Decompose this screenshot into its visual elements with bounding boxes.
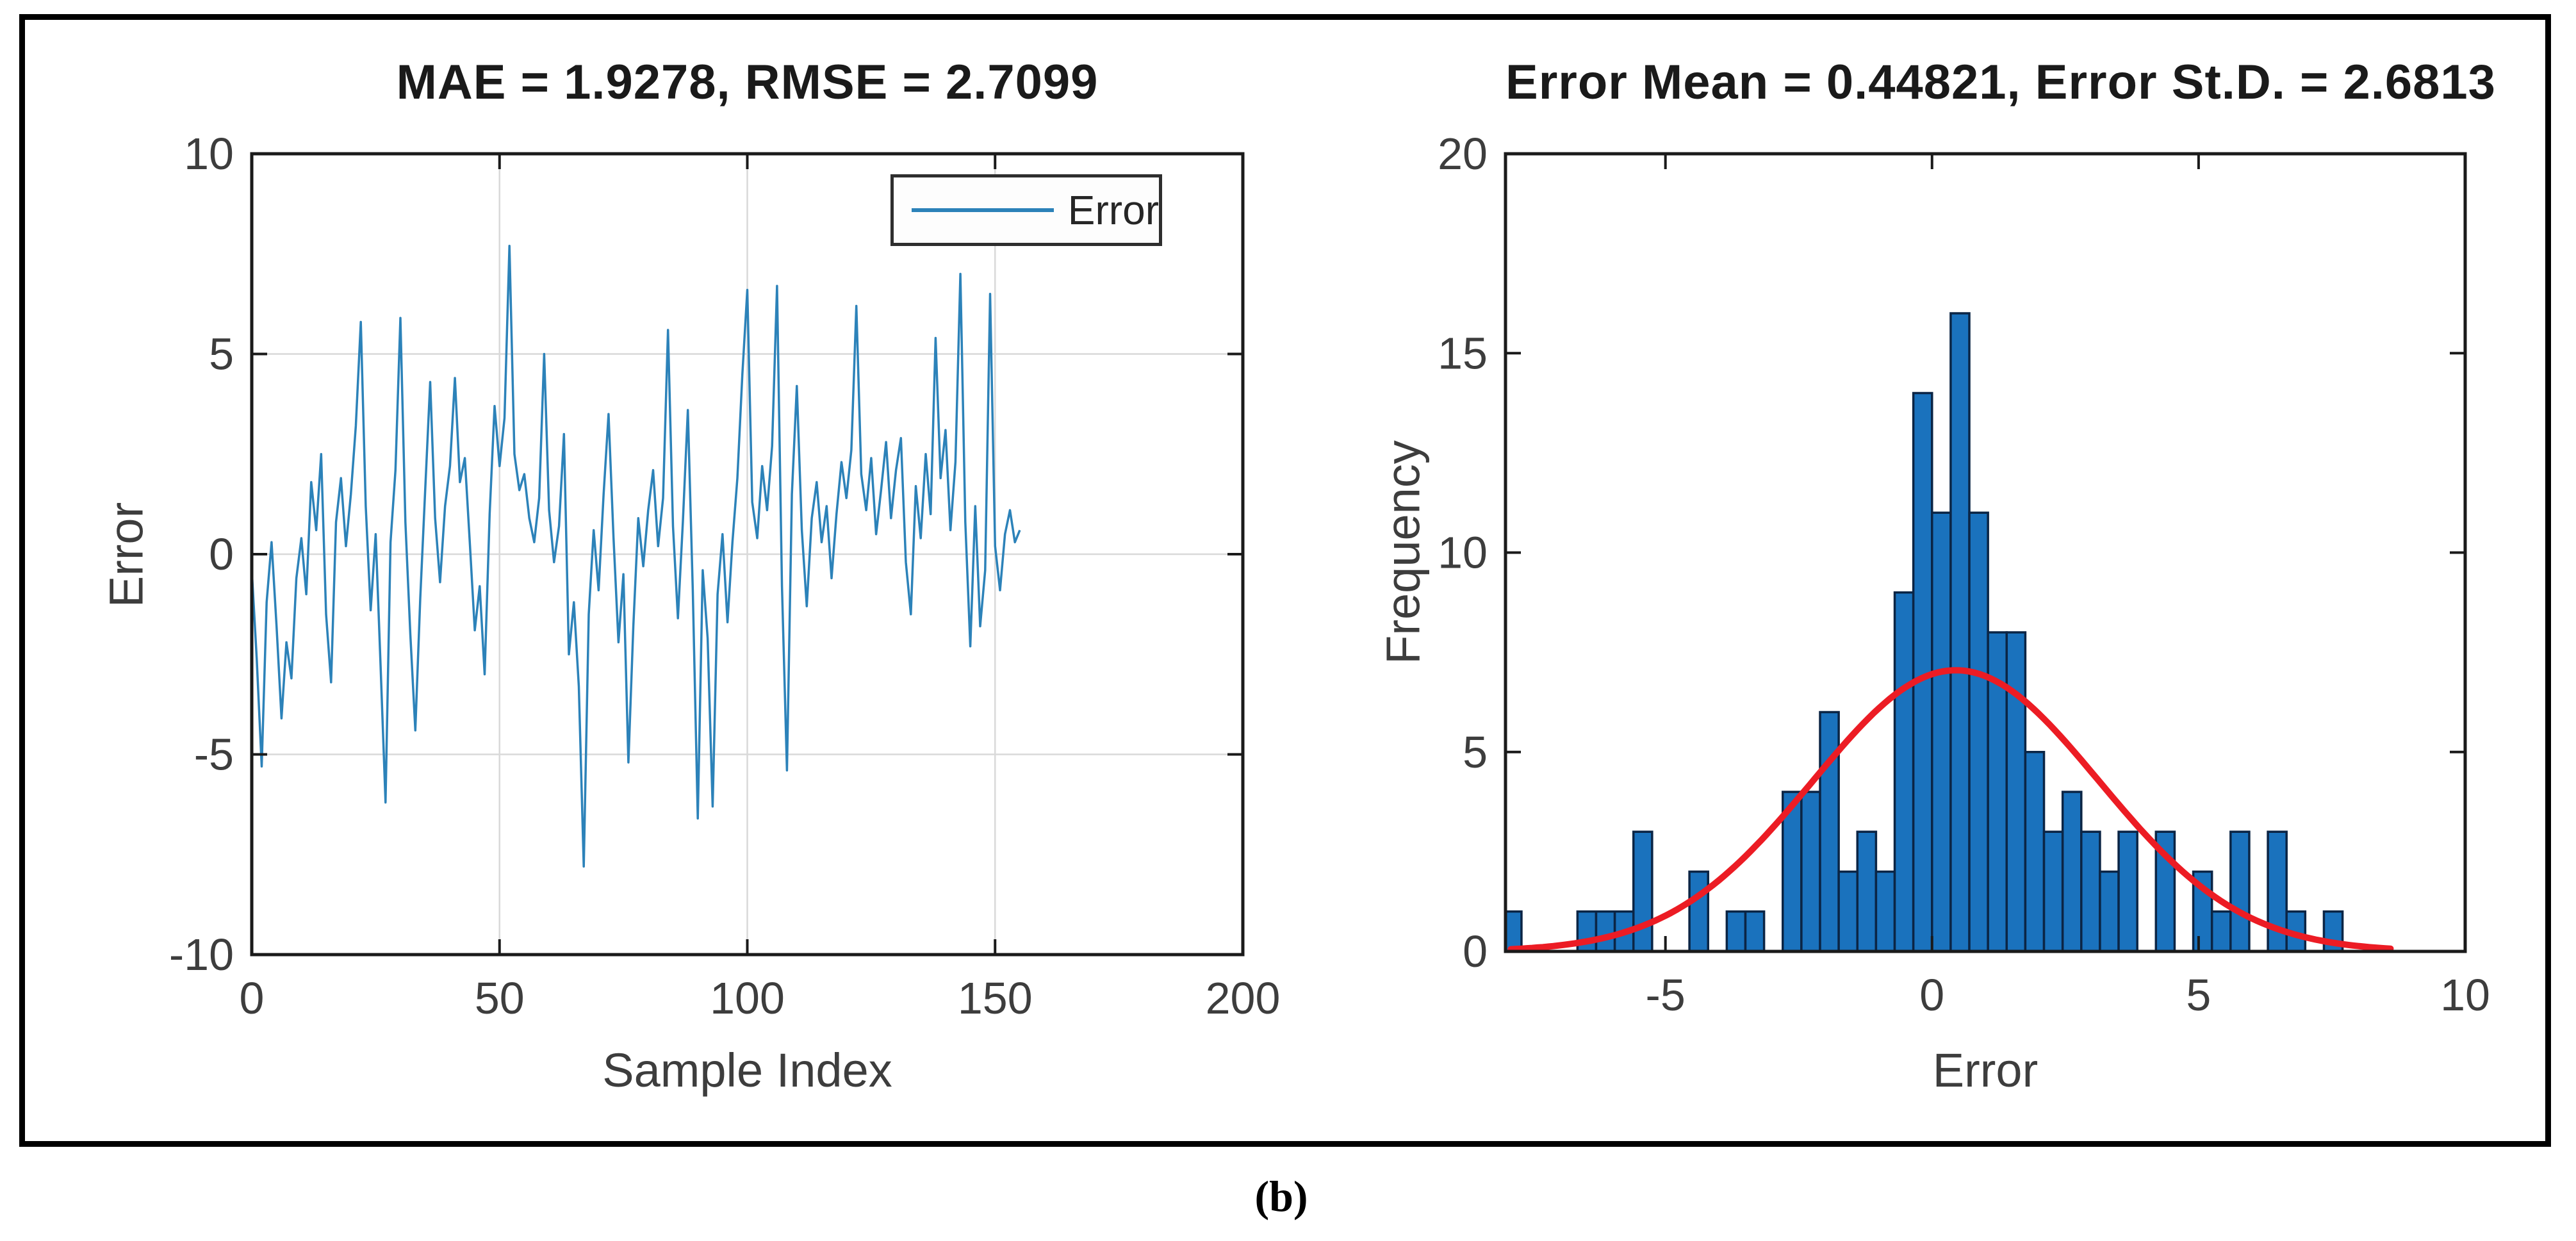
histogram-bar bbox=[2042, 830, 2064, 953]
y-tick-label: 15 bbox=[1438, 328, 1488, 378]
y-tick-label: 0 bbox=[209, 529, 234, 579]
histogram-bar bbox=[2117, 830, 2138, 953]
x-tick-label: 0 bbox=[1919, 970, 1944, 1020]
histogram-bar bbox=[2210, 910, 2232, 953]
left-x-axis-label: Sample Index bbox=[602, 1044, 892, 1097]
y-tick-label: 10 bbox=[184, 129, 234, 179]
x-tick-label: 50 bbox=[475, 973, 525, 1023]
y-tick-label: 10 bbox=[1438, 528, 1488, 578]
histogram-bar bbox=[1968, 511, 1989, 953]
right-y-axis-label: Frequency bbox=[1376, 440, 1430, 664]
histogram-bar bbox=[1595, 910, 1616, 953]
histogram-bar bbox=[2080, 830, 2101, 953]
figure-caption: (b) bbox=[1254, 1172, 1308, 1220]
histogram-bar bbox=[1949, 312, 1971, 953]
legend: Error bbox=[890, 174, 1162, 246]
histogram-bar bbox=[1725, 910, 1747, 953]
x-tick-label: 150 bbox=[958, 973, 1033, 1023]
x-tick-label: 100 bbox=[710, 973, 785, 1023]
histogram-bar bbox=[1893, 591, 1915, 953]
normal-curve bbox=[1507, 667, 2394, 953]
y-tick-label: 5 bbox=[1463, 727, 1488, 777]
y-tick-label: 20 bbox=[1438, 129, 1488, 179]
histogram-bar bbox=[1819, 711, 1840, 953]
right-x-axis-label: Error bbox=[1932, 1044, 2039, 1097]
legend-line-sample bbox=[912, 208, 1054, 212]
left-chart-title: MAE = 1.9278, RMSE = 2.7099 bbox=[396, 55, 1099, 110]
x-tick-label: 5 bbox=[2186, 970, 2211, 1020]
histogram-bar bbox=[1632, 830, 1653, 953]
x-tick-label: 10 bbox=[2440, 970, 2490, 1020]
y-tick-label: -5 bbox=[194, 730, 234, 780]
histogram-bar bbox=[1875, 870, 1896, 953]
left-y-axis-label: Error bbox=[99, 502, 153, 608]
error-line bbox=[250, 245, 1021, 868]
histogram-bar bbox=[1800, 791, 1821, 953]
y-tick-label: 5 bbox=[209, 329, 234, 379]
histogram-bar bbox=[1837, 870, 1859, 953]
x-tick-label: -5 bbox=[1646, 970, 1686, 1020]
legend-label: Error bbox=[1067, 187, 1159, 233]
y-tick-label: -10 bbox=[169, 930, 234, 980]
histogram-bar bbox=[1856, 830, 1878, 953]
histogram-bar bbox=[2061, 791, 2083, 953]
histogram-bar bbox=[1688, 870, 1709, 953]
x-tick-label: 200 bbox=[1206, 973, 1281, 1023]
histogram-bar bbox=[1744, 910, 1766, 953]
histogram-bar bbox=[2229, 830, 2251, 953]
right-chart-title: Error Mean = 0.44821, Error St.D. = 2.68… bbox=[1505, 55, 2496, 110]
histogram-bar bbox=[1931, 511, 1952, 953]
histogram-bar bbox=[1782, 791, 1803, 953]
histogram-bar bbox=[2099, 870, 2120, 953]
histogram-bar bbox=[1504, 910, 1523, 953]
histogram-bar bbox=[2024, 751, 2046, 953]
histogram-bar bbox=[2005, 631, 2027, 953]
y-tick-label: 0 bbox=[1463, 926, 1488, 976]
x-tick-label: 0 bbox=[240, 973, 265, 1023]
